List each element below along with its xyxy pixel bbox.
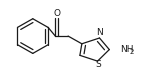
Text: N: N (96, 28, 103, 37)
Text: NH: NH (120, 45, 134, 54)
Text: O: O (54, 9, 61, 18)
Text: S: S (96, 60, 101, 69)
Text: 2: 2 (130, 49, 134, 55)
